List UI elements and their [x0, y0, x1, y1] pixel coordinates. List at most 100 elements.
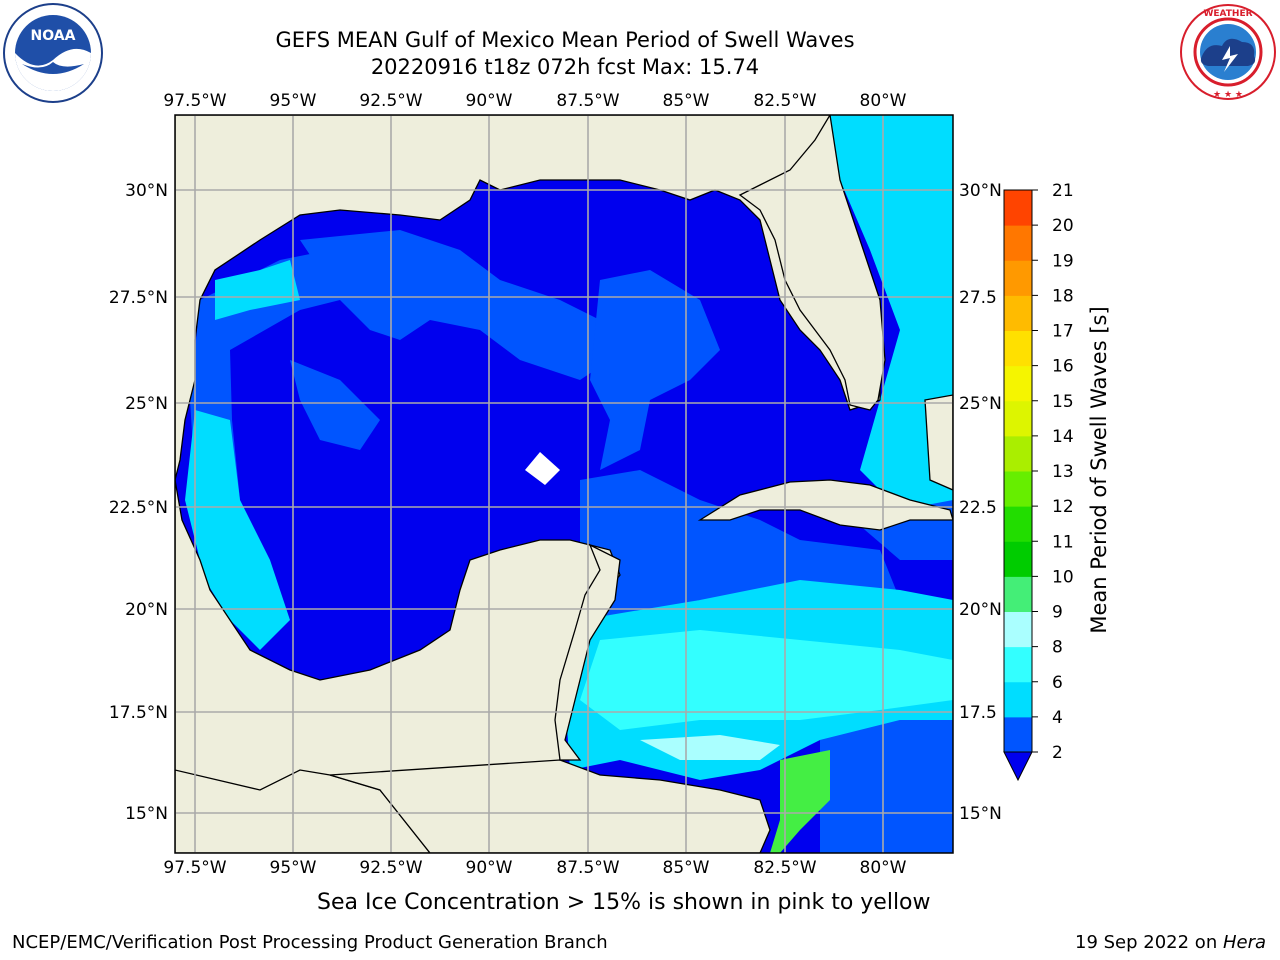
colorbar-label: Mean Period of Swell Waves [s]	[1087, 306, 1111, 633]
lon-label-bottom: 97.5°W	[163, 858, 226, 878]
lat-label-right: 27.5	[959, 288, 997, 308]
lat-label-right: 30°N	[959, 181, 1002, 201]
swell-region-2-4s-central	[590, 270, 720, 470]
colorbar-tick-label: 2	[1052, 743, 1063, 763]
colorbar-tick-label: 4	[1052, 708, 1063, 728]
swell-region-2-4s-se	[820, 720, 953, 853]
lon-label-top: 97.5°W	[163, 91, 226, 111]
colorbar-bin	[1004, 541, 1032, 577]
swell-region-2-4s-north	[300, 230, 610, 380]
lat-label-left: 30°N	[125, 181, 168, 201]
swell-region-8-9s	[640, 735, 780, 760]
colorbar-tick-label: 17	[1052, 322, 1074, 342]
lat-label-right: 17.5	[959, 703, 997, 723]
footer-date-text: 19 Sep 2022 on	[1075, 932, 1223, 953]
colorbar: 2 4 6 8 9 10 11 12 13 14 15 16 17 18 19 20 21	[1003, 181, 1074, 782]
lon-label-top: 85°W	[663, 91, 710, 111]
lat-label-right: 20°N	[959, 600, 1002, 620]
lon-labels-bottom: 97.5°W 95°W 92.5°W 90°W 87.5°W 85°W 82.5…	[163, 858, 906, 878]
land-central-america	[329, 759, 771, 853]
land-florida	[738, 115, 886, 411]
colorbar-tick-label: 18	[1052, 286, 1074, 306]
lon-label-bottom: 85°W	[663, 858, 710, 878]
colorbar-tick-label: 15	[1052, 392, 1074, 412]
colorbar-bin	[1004, 260, 1032, 296]
colorbar-bin	[1004, 435, 1032, 472]
map-frame	[174, 114, 954, 854]
svg-text:WEATHER: WEATHER	[1203, 9, 1252, 19]
colorbar-tick-label: 9	[1052, 603, 1063, 623]
lon-label-top: 80°W	[860, 91, 907, 111]
colorbar-bin	[1004, 330, 1032, 367]
colorbar-bin	[1004, 295, 1032, 331]
colorbar-tick-label: 14	[1052, 427, 1074, 447]
colorbar-tick-label: 8	[1052, 638, 1063, 658]
lon-label-bottom: 95°W	[270, 858, 317, 878]
colorbar-tick-label: 20	[1052, 216, 1074, 236]
swell-region-6-8s	[580, 630, 953, 730]
colorbar-bin	[1004, 190, 1032, 226]
colorbar-bin	[1004, 646, 1032, 683]
colorbar-tick-label: 19	[1052, 251, 1074, 271]
lon-label-top: 87.5°W	[556, 91, 619, 111]
swell-region-4-6s-west	[185, 410, 290, 650]
colorbar-bin	[1004, 365, 1032, 402]
swell-region-4-6s-nw	[215, 260, 300, 320]
noaa-logo-text: NOAA	[31, 28, 76, 44]
chart-title: GEFS MEAN Gulf of Mexico Mean Period of …	[275, 28, 855, 52]
lat-label-left: 22.5°N	[109, 498, 168, 518]
colorbar-tick-label: 11	[1052, 532, 1074, 552]
lon-label-bottom: 80°W	[860, 858, 907, 878]
lat-label-right: 25°N	[959, 394, 1002, 414]
lat-label-left: 15°N	[125, 804, 168, 824]
lat-label-left: 20°N	[125, 600, 168, 620]
colorbar-bin	[1004, 225, 1032, 261]
colorbar-bin	[1004, 400, 1032, 437]
colorbar-tick-label: 16	[1052, 357, 1074, 377]
colorbar-bin	[1004, 716, 1032, 753]
lat-label-left: 25°N	[125, 394, 168, 414]
lat-label-right: 22.5	[959, 498, 997, 518]
lon-label-bottom: 90°W	[466, 858, 513, 878]
colorbar-tick-label: 6	[1052, 673, 1063, 693]
svg-text:★ ★ ★: ★ ★ ★	[1213, 90, 1243, 100]
colorbar-tick-label: 12	[1052, 497, 1074, 517]
land-bahamas	[924, 394, 953, 491]
lat-label-right: 15°N	[959, 804, 1002, 824]
grid-lines	[175, 115, 953, 853]
chart-subtitle: 20220916 t18z 072h fcst Max: 15.74	[370, 55, 760, 79]
colorbar-bin	[1004, 681, 1032, 718]
colorbar-bin	[1004, 506, 1032, 542]
lat-label-left: 17.5°N	[109, 703, 168, 723]
colorbar-bin	[1004, 471, 1032, 507]
colorbar-bin	[1004, 576, 1032, 612]
footer-branch: NCEP/EMC/Verification Post Processing Pr…	[12, 932, 608, 953]
land-yucatan	[554, 543, 621, 761]
lon-label-top: 90°W	[466, 91, 513, 111]
lon-label-top: 82.5°W	[753, 91, 816, 111]
lon-labels-top: 97.5°W 95°W 92.5°W 90°W 87.5°W 85°W 82.5…	[163, 91, 906, 111]
lat-label-left: 27.5°N	[109, 288, 168, 308]
land-cuba	[697, 479, 953, 531]
noaa-logo: NOAA	[3, 3, 103, 103]
lon-label-bottom: 92.5°W	[359, 858, 422, 878]
colorbar-bin	[1004, 611, 1032, 648]
lon-label-top: 95°W	[270, 91, 317, 111]
lon-label-top: 92.5°W	[359, 91, 422, 111]
colorbar-tick-label: 13	[1052, 462, 1074, 482]
lat-labels-right: 30°N 27.5 25°N 22.5 20°N 17.5 15°N	[959, 181, 1002, 824]
footer-date: 19 Sep 2022 on Hera	[1075, 932, 1266, 953]
colorbar-tick-label: 10	[1052, 567, 1074, 587]
nws-logo: WEATHER ★ ★ ★	[1180, 4, 1276, 100]
footer-machine: Hera	[1222, 932, 1266, 953]
swell-region-2-4s-west	[290, 360, 380, 450]
swell-region-4-6s-east	[830, 115, 953, 510]
white-gap-yucatan	[525, 452, 560, 485]
lon-label-bottom: 87.5°W	[556, 858, 619, 878]
colorbar-under-triangle	[1003, 751, 1033, 782]
lat-labels-left: 30°N 27.5°N 25°N 22.5°N 20°N 17.5°N 15°N	[109, 181, 168, 824]
sea-ice-note: Sea Ice Concentration > 15% is shown in …	[317, 890, 931, 915]
colorbar-tick-label: 21	[1052, 181, 1074, 201]
lon-label-bottom: 82.5°W	[753, 858, 816, 878]
